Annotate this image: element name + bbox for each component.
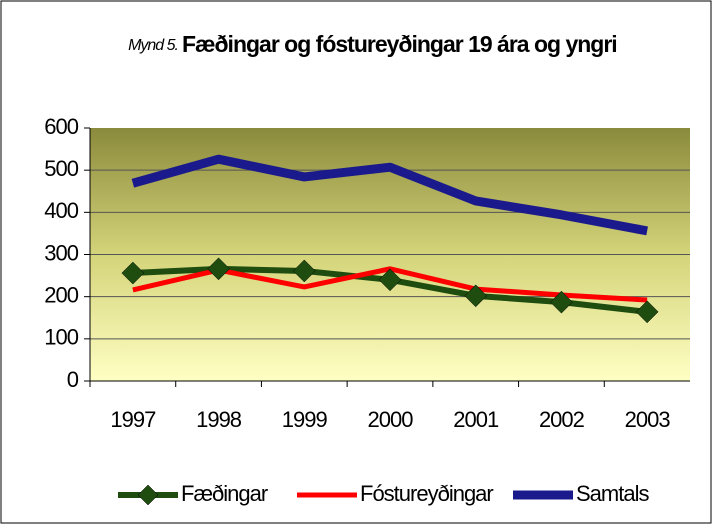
x-tick-label: 1997: [110, 407, 156, 432]
marker: [121, 261, 145, 285]
x-tick-label: 2000: [368, 407, 414, 432]
marker: [207, 257, 230, 281]
marker: [292, 259, 316, 283]
figure-label: Mynd 5.: [128, 37, 178, 54]
marker: [550, 290, 573, 314]
marker: [635, 300, 659, 324]
y-tick-label: 400: [44, 198, 78, 223]
marker: [137, 484, 159, 506]
x-tick-label: 2003: [625, 407, 671, 432]
legend-label: Fóstureyðingar: [360, 481, 493, 506]
chart-title: Fæðingar og fóstureyðingar 19 ára og yng…: [182, 31, 617, 57]
y-tick-label: 100: [44, 325, 78, 350]
legend-label: Samtals: [576, 481, 649, 506]
x-tick-label: 2001: [453, 407, 499, 432]
marker: [378, 268, 402, 292]
series-line: [131, 154, 648, 236]
x-tick-label: 2002: [539, 407, 585, 432]
marker: [464, 284, 488, 308]
y-tick-label: 500: [44, 156, 78, 181]
x-tick-label: 1998: [196, 407, 242, 432]
y-tick-label: 300: [44, 240, 78, 265]
x-tick-label: 1999: [282, 407, 328, 432]
legend-label: Fæðingar: [181, 481, 268, 506]
y-tick-label: 0: [67, 367, 79, 392]
y-tick-label: 200: [44, 282, 78, 307]
y-tick-label: 600: [44, 114, 78, 139]
